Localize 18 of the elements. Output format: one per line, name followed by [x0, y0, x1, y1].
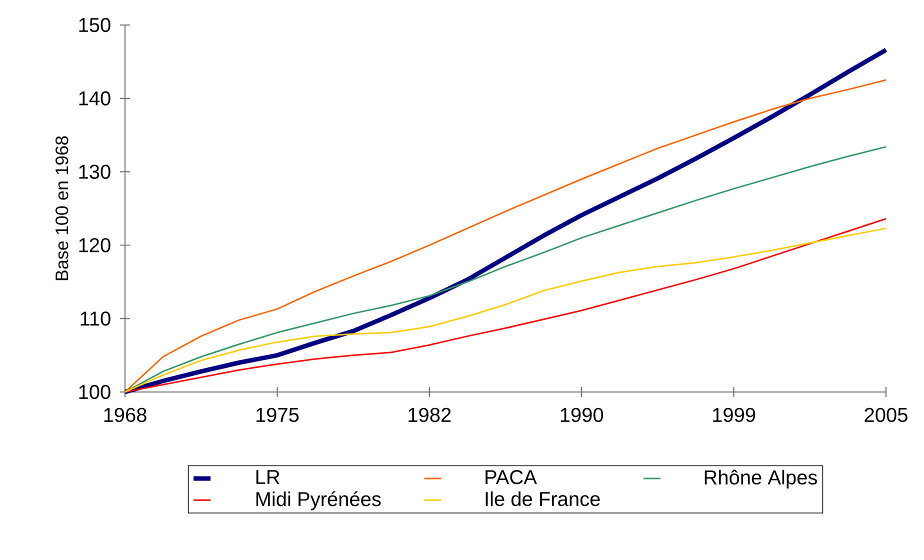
legend-label: PACA — [486, 470, 537, 484]
y-tick-label: 110 — [80, 312, 110, 326]
x-tick-label: 1982 — [408, 408, 451, 422]
y-tick-label: 120 — [79, 238, 110, 252]
legend-label: Ile de France — [486, 491, 600, 506]
x-tick-label: 1999 — [713, 408, 756, 422]
legend-label: Midi Pyrénées — [256, 491, 381, 510]
legend-label: Rhône Alpes — [704, 470, 817, 488]
x-tick-label: 1968 — [104, 408, 146, 422]
x-tick-label: 1990 — [560, 408, 604, 422]
legend-label: LR — [256, 470, 280, 484]
y-tick-label: 140 — [79, 91, 110, 106]
x-tick-label: 2005 — [864, 408, 908, 422]
x-tick-label: 1975 — [256, 408, 299, 422]
y-tick-label: 100 — [79, 384, 110, 400]
y-tick-label: 150 — [79, 18, 110, 32]
y-tick-label: 130 — [79, 164, 110, 179]
y-axis-title: Base 100 en 1968 — [56, 136, 68, 280]
